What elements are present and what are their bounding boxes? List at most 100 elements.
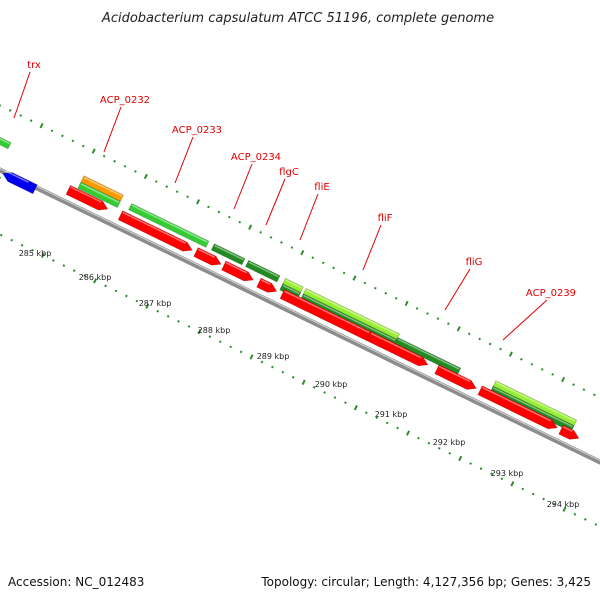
scale-tick [290, 246, 294, 249]
gene-label: ACP_0239 [526, 288, 576, 299]
gene-labels: trx ACP_0232 ACP_0233 ACP_0234 flgC fliE fliF f… [13, 60, 576, 341]
scale-tick [521, 487, 525, 491]
scale-tick [91, 148, 96, 154]
scale-tick [40, 252, 45, 259]
scale-tick [342, 271, 346, 275]
cds-red-2-shine [122, 211, 187, 244]
scale-tick [113, 159, 116, 163]
scale-tick [208, 335, 212, 338]
cds-red-6-shine [284, 290, 370, 334]
label-leader [265, 178, 286, 226]
kbp-label: 286 kbp [79, 273, 112, 282]
scale-tick [488, 342, 492, 346]
label-leader [13, 71, 31, 119]
gene-flie-dark-shine [282, 284, 300, 295]
scale-tick [281, 370, 285, 374]
label-leader [174, 136, 194, 184]
gene-flie-lime [281, 277, 304, 294]
scale-tick [248, 224, 253, 230]
scale-tick [239, 350, 243, 354]
scale-tick [10, 238, 14, 242]
scale-tick [427, 441, 431, 445]
scale-tick [217, 210, 221, 214]
scale-tick [83, 274, 87, 278]
kbp-label: 285 kbp [19, 249, 52, 258]
scale-tick [19, 114, 23, 117]
scale-tick [375, 416, 379, 420]
scale-tick [145, 303, 150, 309]
gene-flgc [245, 259, 281, 283]
label-leader [103, 106, 122, 153]
scale-tick [593, 393, 596, 397]
scale-tick [385, 421, 389, 425]
scale-tick [114, 289, 118, 293]
scale-tick [52, 259, 55, 262]
gene-flif-lime [302, 287, 400, 341]
scale-tick [238, 220, 242, 224]
gene-label: ACP_0232 [100, 95, 150, 106]
gene-acp0234-shine [214, 244, 244, 261]
scale-tick [104, 284, 107, 288]
kbp-scale-labels: 285 kbp 286 kbp 287 kbp 288 kbp 289 kbp 290 k… [19, 249, 580, 509]
scale-tick [384, 291, 388, 295]
gene-label: trx [27, 60, 41, 71]
scale-tick [271, 365, 274, 369]
scale-tick [197, 328, 202, 335]
scale-tick [93, 278, 98, 284]
scale-tick [573, 512, 577, 516]
scale-tick [50, 129, 54, 133]
cds-red-9-shine [482, 386, 552, 422]
scale-tick [456, 326, 461, 332]
genome-backbone [0, 167, 600, 465]
scale-tick [332, 266, 335, 270]
backbone-highlight [0, 167, 600, 462]
cds-red-1 [65, 184, 109, 211]
genome-summary-text: Topology: circular; Length: 4,127,356 bp… [260, 575, 591, 589]
map-title: Acidobacterium capsulatum ATCC 51196, co… [101, 11, 494, 26]
scale-tick [125, 294, 128, 298]
gene-features [0, 136, 580, 440]
scale-tick [594, 523, 598, 526]
scale-tick [156, 309, 160, 313]
scale-tick [447, 322, 450, 326]
gene-acp0233 [128, 203, 210, 248]
scale-tick [508, 351, 513, 357]
scale-tick [260, 360, 264, 364]
kbp-label: 288 kbp [198, 326, 231, 335]
scale-tick [229, 345, 233, 349]
cds-red-10 [558, 424, 580, 440]
scale-tick [478, 337, 481, 341]
gene-left-green [0, 176, 2, 180]
scale-tick [311, 256, 315, 260]
scale-tick [479, 467, 483, 470]
scale-tick [542, 497, 545, 501]
scale-tick [396, 426, 399, 430]
cds-red-5 [256, 277, 278, 293]
label-leader [233, 163, 253, 210]
scale-tick [500, 477, 504, 481]
scale-tick [166, 314, 170, 318]
scale-tick [499, 347, 502, 351]
accession-text: Accession: NC_012483 [8, 575, 144, 589]
scale-tick [280, 241, 283, 244]
gene-label: ACP_0233 [172, 125, 222, 136]
scale-tick [177, 320, 180, 323]
scale-tick [572, 383, 575, 386]
scale-tick [323, 391, 326, 394]
scale-tick [39, 123, 44, 129]
gene-left-blue [2, 172, 38, 195]
scale-tick [469, 462, 472, 465]
cds-red-1-shine [70, 186, 102, 203]
cds-red-9 [477, 385, 558, 430]
scale-tick [437, 446, 441, 450]
scale-tick [135, 299, 139, 303]
scale-tick [29, 119, 33, 122]
label-leader [362, 224, 382, 271]
scale-tick [562, 506, 567, 512]
gene-acp0232-green-shine [80, 183, 120, 203]
scale-tick [510, 481, 515, 487]
scale-tick [196, 199, 201, 205]
kbp-label: 287 kbp [139, 299, 172, 308]
gene-label: fliF [378, 213, 393, 224]
scale-tick [312, 386, 316, 389]
